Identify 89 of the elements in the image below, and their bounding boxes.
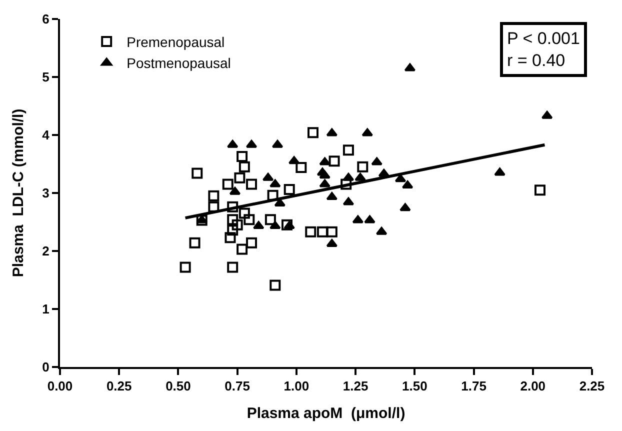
y-tick-label: 2 (42, 244, 50, 259)
x-tick-label: 1.50 (402, 378, 428, 394)
point (227, 262, 238, 273)
y-tick-label: 3 (42, 186, 50, 201)
point (270, 221, 281, 230)
point (319, 170, 330, 179)
x-tick-label: 1.00 (284, 378, 310, 394)
point (316, 226, 328, 238)
y-tick-label: 1 (42, 302, 50, 317)
point (208, 201, 220, 212)
y-tick-label: 4 (42, 128, 50, 143)
x-tick-label: 2.00 (520, 378, 546, 394)
point (364, 215, 376, 224)
point (208, 190, 220, 202)
point (284, 184, 295, 196)
x-tick-label: 0.75 (224, 378, 250, 394)
y-axis-title: Plasma LDL-C (mmol/l) (10, 108, 27, 278)
point (354, 172, 366, 181)
point (246, 140, 258, 148)
point (326, 128, 338, 136)
point (534, 184, 546, 196)
point (342, 172, 354, 181)
point (226, 140, 238, 148)
point (400, 203, 411, 212)
annotation: P < 0.001 r = 0.40 (507, 29, 580, 70)
x-tick-label: 2.25 (579, 378, 605, 394)
point (404, 63, 416, 72)
point (541, 110, 553, 119)
point (252, 221, 264, 230)
point (270, 179, 281, 188)
x-axis-title: Plasma apoM (μmol/l) (246, 405, 406, 422)
point (319, 157, 330, 166)
point (270, 280, 281, 291)
point (326, 239, 338, 248)
point (192, 168, 203, 179)
point (305, 226, 316, 238)
legend-label: Postmenopausal (126, 55, 231, 72)
y-tick-label: 6 (42, 12, 50, 27)
point (272, 140, 284, 148)
point (376, 226, 388, 235)
point (236, 150, 248, 162)
point (227, 224, 238, 236)
point (246, 178, 258, 190)
point (340, 178, 352, 190)
point (362, 128, 373, 136)
point (394, 174, 406, 182)
point (342, 197, 354, 206)
point (180, 262, 191, 273)
point (371, 157, 382, 166)
point (262, 172, 274, 181)
point (229, 186, 241, 195)
point (352, 215, 364, 224)
x-tick-label: 0.25 (106, 378, 132, 394)
point (189, 237, 200, 248)
point (234, 172, 246, 184)
point (264, 214, 276, 226)
point (288, 156, 300, 164)
point (232, 219, 243, 230)
point (296, 162, 307, 173)
point (308, 127, 318, 138)
y-tick-label: 0 (42, 360, 50, 375)
x-tick-label: 0.50 (166, 378, 191, 394)
point (274, 198, 286, 206)
point (238, 161, 250, 172)
x-tick-label: 0.00 (47, 378, 73, 394)
point (227, 214, 238, 226)
point (227, 201, 238, 212)
point (281, 219, 292, 230)
point (267, 190, 278, 201)
point (244, 214, 255, 226)
x-tick-label: 1.75 (461, 378, 486, 394)
point (357, 161, 368, 172)
point (328, 156, 340, 167)
point (326, 226, 338, 238)
point (494, 168, 506, 176)
point (196, 214, 208, 226)
point (342, 144, 354, 156)
point (238, 208, 250, 219)
x-tick-label: 1.25 (342, 378, 368, 394)
point (224, 232, 236, 244)
point (402, 180, 414, 188)
point (246, 237, 258, 248)
point (222, 178, 234, 190)
point (326, 192, 338, 200)
y-tick-label: 5 (42, 70, 50, 85)
point (236, 244, 248, 255)
point (319, 179, 330, 188)
point (284, 221, 295, 230)
legend-label: Premenopausal (126, 34, 225, 50)
